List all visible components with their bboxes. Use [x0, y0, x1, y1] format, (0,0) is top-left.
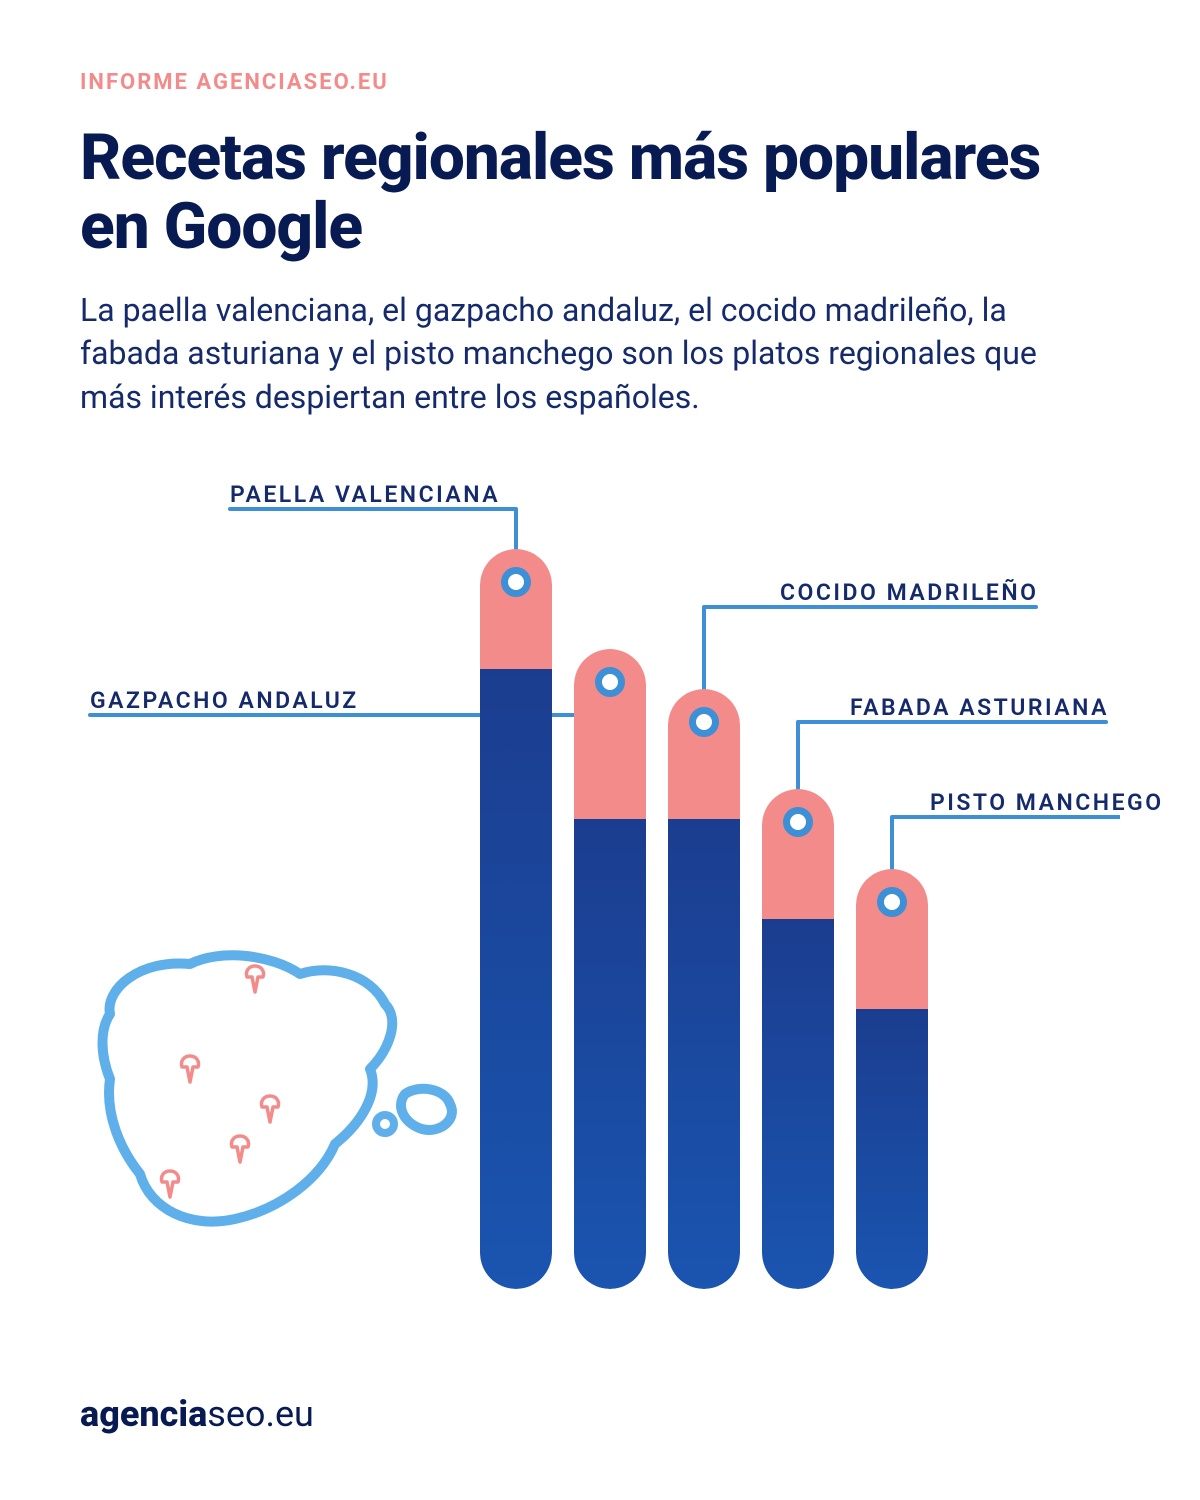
bar-marker-icon: [689, 707, 719, 737]
bar-label: FABADA ASTURIANA: [850, 694, 1109, 721]
map-pin-icon: [161, 1171, 178, 1197]
page-title: Recetas regionales más populares en Goog…: [80, 123, 1120, 261]
bar-label: PAELLA VALENCIANA: [230, 481, 500, 508]
bar-marker-icon: [501, 567, 531, 597]
description-text: La paella valenciana, el gazpacho andalu…: [80, 289, 1040, 419]
bar-bottom: [856, 1009, 928, 1289]
bar: [668, 689, 740, 1289]
bar-label: COCIDO MADRILEÑO: [780, 579, 1039, 606]
bar-marker-icon: [595, 667, 625, 697]
map-pin-icon: [181, 1056, 198, 1082]
brand-bold: agencia: [80, 1393, 207, 1435]
bar-marker-icon: [877, 887, 907, 917]
bar: [480, 549, 552, 1289]
map-pin-icon: [246, 966, 263, 992]
bar-bottom: [480, 669, 552, 1289]
map-pin-icon: [261, 1096, 278, 1122]
brand-tld: .eu: [265, 1393, 313, 1435]
bar-label: PISTO MANCHEGO: [930, 789, 1164, 816]
bar-bottom: [668, 819, 740, 1289]
spain-map: [70, 919, 470, 1249]
bar-label: GAZPACHO ANDALUZ: [90, 687, 359, 714]
bar: [762, 789, 834, 1289]
brand-mid: seo: [207, 1393, 265, 1435]
map-pin-icon: [231, 1136, 248, 1162]
footer-brand: agenciaseo.eu: [80, 1393, 314, 1435]
bar-chart: PAELLA VALENCIANA GAZPACHO ANDALUZ COCIDO …: [80, 469, 1120, 1289]
bar-marker-icon: [783, 807, 813, 837]
bar: [574, 649, 646, 1289]
bars-container: [480, 549, 928, 1289]
bar: [856, 869, 928, 1289]
bar-bottom: [574, 819, 646, 1289]
bar-bottom: [762, 919, 834, 1289]
eyebrow-label: INFORME AGENCIASEO.EU: [80, 70, 1120, 95]
